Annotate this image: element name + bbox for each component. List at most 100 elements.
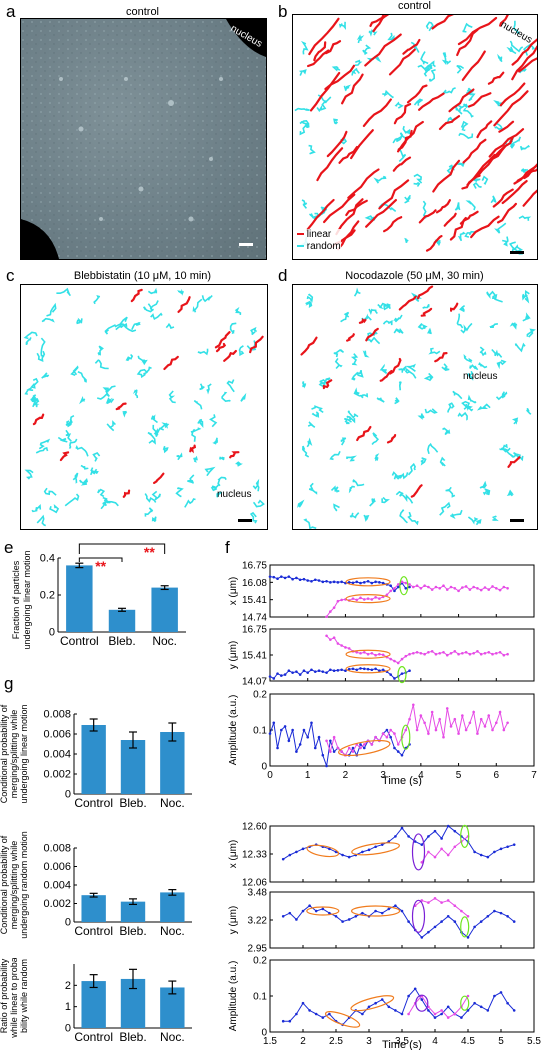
random-track: [489, 323, 499, 328]
random-track: [466, 89, 476, 102]
linear-track: [497, 202, 517, 224]
magenta-track-point: [453, 586, 457, 590]
magenta-track-point: [483, 725, 487, 728]
blue-track-point: [351, 667, 355, 671]
magenta-track-point: [355, 650, 359, 654]
blue-track-point: [374, 1001, 377, 1005]
random-track: [467, 516, 479, 525]
random-track: [72, 472, 79, 484]
panel-e-letter: e: [4, 538, 14, 557]
random-track: [425, 21, 434, 32]
blue-track-point: [291, 671, 294, 674]
random-track: [115, 322, 128, 331]
blue-track-point: [420, 843, 424, 846]
panel-d-title: Nocodazole (50 μM, 30 min): [345, 270, 484, 282]
random-track: [417, 323, 428, 330]
random-track: [368, 29, 378, 37]
green-ellipse: [460, 824, 470, 848]
x-tick-label: 2: [300, 1036, 306, 1047]
blue-track-point: [295, 576, 298, 580]
linear-track: [345, 199, 368, 217]
linear-track: [398, 295, 417, 311]
linear-track: [308, 17, 340, 56]
blue-track-point: [479, 853, 483, 857]
x-category-label: Bleb.: [119, 1030, 146, 1044]
linear-track: [438, 115, 461, 131]
random-track: [520, 168, 529, 174]
linear-track: [341, 73, 364, 105]
y-tick-label: 16.75: [242, 561, 267, 572]
magenta-track-point: [498, 650, 502, 654]
y-axis-label: y (μm): [228, 641, 239, 670]
blue-track-point: [440, 920, 443, 923]
random-track: [334, 357, 343, 370]
sig-bracket-control-noc: [78, 543, 166, 554]
magenta-track-point: [415, 728, 419, 732]
random-track: [351, 371, 360, 381]
blue-track-point: [268, 675, 272, 678]
x-tick-label: 0: [267, 770, 273, 781]
random-track: [65, 429, 72, 442]
blue-track-point: [268, 575, 272, 578]
magenta-track-point: [434, 585, 438, 589]
linear-track: [326, 130, 348, 158]
blue-track-point: [288, 853, 292, 857]
magenta-track-point: [351, 750, 355, 753]
blue-track-point: [400, 909, 404, 913]
random-track: [125, 353, 134, 362]
y-tick-label: 0.004: [43, 880, 71, 892]
random-track: [394, 101, 404, 109]
linear-track: [397, 120, 424, 153]
linear-track: [499, 82, 526, 107]
bar-noc: [160, 732, 185, 794]
green-ellipse: [399, 576, 409, 596]
blue-track-point: [325, 671, 328, 674]
random-track: [151, 516, 157, 523]
x-tick-label: 4: [432, 1036, 438, 1047]
random-track: [509, 451, 519, 458]
random-track: [494, 222, 507, 234]
x-tick-label: 3: [380, 770, 386, 781]
y-axis-label: Conditional probability of merging/splitt…: [0, 831, 29, 939]
random-track: [35, 446, 49, 454]
linear-track: [335, 198, 364, 236]
random-track: [216, 491, 223, 498]
magenta-track-line: [326, 635, 508, 664]
random-track: [506, 489, 514, 497]
random-track: [92, 452, 101, 462]
magenta-track-point: [336, 599, 340, 603]
random-track: [525, 407, 532, 415]
blue-track-point: [295, 670, 298, 673]
blue-track-point: [473, 925, 476, 929]
blue-track-point: [287, 575, 291, 578]
random-track: [212, 437, 218, 445]
blue-track-point: [362, 581, 366, 584]
random-track: [41, 372, 50, 379]
y-axis-label-line: undergoing linear motion: [19, 704, 29, 803]
random-track: [46, 302, 57, 317]
random-track: [43, 487, 57, 496]
random-track: [184, 498, 196, 508]
y-tick-label: 0: [49, 627, 55, 639]
linear-track: [501, 180, 528, 205]
magenta-track-point: [370, 743, 374, 746]
magenta-track-point: [359, 746, 362, 750]
random-track: [40, 337, 46, 357]
random-track: [439, 456, 446, 467]
random-track: [509, 136, 522, 148]
magenta-track-point: [385, 735, 389, 739]
random-track: [175, 487, 184, 498]
random-track: [519, 144, 530, 151]
blue-track-point: [288, 911, 292, 915]
random-track: [491, 348, 503, 358]
blue-track-point: [280, 728, 283, 732]
blue-track-point: [328, 911, 331, 915]
random-track: [338, 21, 346, 31]
linear-track: [461, 50, 486, 81]
linear-track: [420, 307, 433, 317]
magenta-track-point: [446, 1016, 450, 1019]
random-track: [428, 347, 441, 355]
blue-track-point: [378, 669, 381, 673]
random-track: [399, 509, 408, 524]
random-track: [32, 397, 40, 408]
